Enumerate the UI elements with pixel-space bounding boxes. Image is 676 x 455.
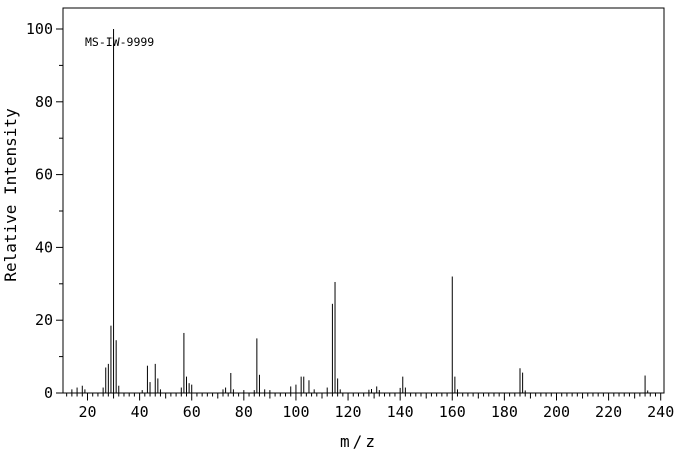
plot-frame (62, 7, 665, 394)
y-tick-label: 80 (35, 93, 53, 111)
x-tick-label: 20 (78, 403, 96, 421)
y-tick-label: 100 (26, 20, 53, 38)
y-tick-label: 20 (35, 311, 53, 329)
x-tick-label: 160 (439, 403, 466, 421)
y-tick-label: 60 (35, 166, 53, 184)
y-tick-label: 0 (44, 384, 53, 402)
y-tick-label: 40 (35, 238, 53, 256)
x-tick-label: 40 (131, 403, 149, 421)
x-tick-label: 240 (647, 403, 674, 421)
x-tick-label: 220 (595, 403, 622, 421)
x-tick-label: 100 (282, 403, 309, 421)
x-tick-label: 120 (335, 403, 362, 421)
x-tick-label: 60 (183, 403, 201, 421)
x-tick-label: 140 (387, 403, 414, 421)
x-axis-title: m/z (340, 432, 378, 451)
spectrum-id-label: MS-IW-9999 (85, 35, 154, 49)
x-tick-label: 200 (543, 403, 570, 421)
x-tick-label: 180 (491, 403, 518, 421)
y-axis-title: Relative Intensity (1, 108, 20, 282)
x-tick-label: 80 (235, 403, 253, 421)
